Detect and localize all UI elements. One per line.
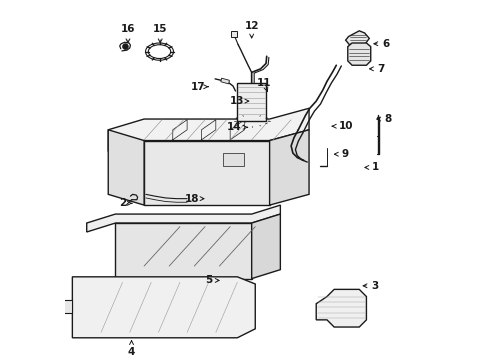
Text: 6: 6 bbox=[373, 39, 389, 49]
Polygon shape bbox=[61, 300, 72, 313]
Polygon shape bbox=[251, 214, 280, 279]
Polygon shape bbox=[230, 31, 236, 37]
Polygon shape bbox=[221, 78, 229, 84]
Polygon shape bbox=[115, 223, 251, 279]
Text: 4: 4 bbox=[127, 341, 135, 357]
Text: 5: 5 bbox=[204, 275, 219, 285]
Text: 16: 16 bbox=[121, 24, 135, 43]
Text: 14: 14 bbox=[227, 122, 247, 132]
Text: 11: 11 bbox=[257, 78, 271, 91]
Polygon shape bbox=[223, 153, 244, 166]
Text: 17: 17 bbox=[190, 82, 208, 92]
Polygon shape bbox=[237, 83, 265, 121]
Text: 1: 1 bbox=[364, 162, 378, 172]
Text: 18: 18 bbox=[185, 194, 203, 204]
Polygon shape bbox=[316, 289, 366, 327]
Text: 13: 13 bbox=[230, 96, 248, 106]
Polygon shape bbox=[269, 130, 308, 205]
Text: 2: 2 bbox=[119, 198, 132, 208]
Circle shape bbox=[122, 44, 128, 49]
Polygon shape bbox=[108, 108, 308, 151]
Text: 8: 8 bbox=[376, 114, 391, 124]
Text: 9: 9 bbox=[334, 149, 348, 159]
Text: 10: 10 bbox=[332, 121, 352, 131]
Text: 3: 3 bbox=[363, 281, 378, 291]
Polygon shape bbox=[345, 31, 368, 47]
Text: 15: 15 bbox=[153, 24, 167, 43]
Polygon shape bbox=[108, 130, 144, 205]
Text: 12: 12 bbox=[244, 21, 258, 38]
Polygon shape bbox=[86, 205, 280, 232]
Text: 7: 7 bbox=[369, 64, 384, 74]
Polygon shape bbox=[347, 43, 370, 65]
Polygon shape bbox=[144, 140, 269, 205]
Polygon shape bbox=[72, 277, 255, 338]
